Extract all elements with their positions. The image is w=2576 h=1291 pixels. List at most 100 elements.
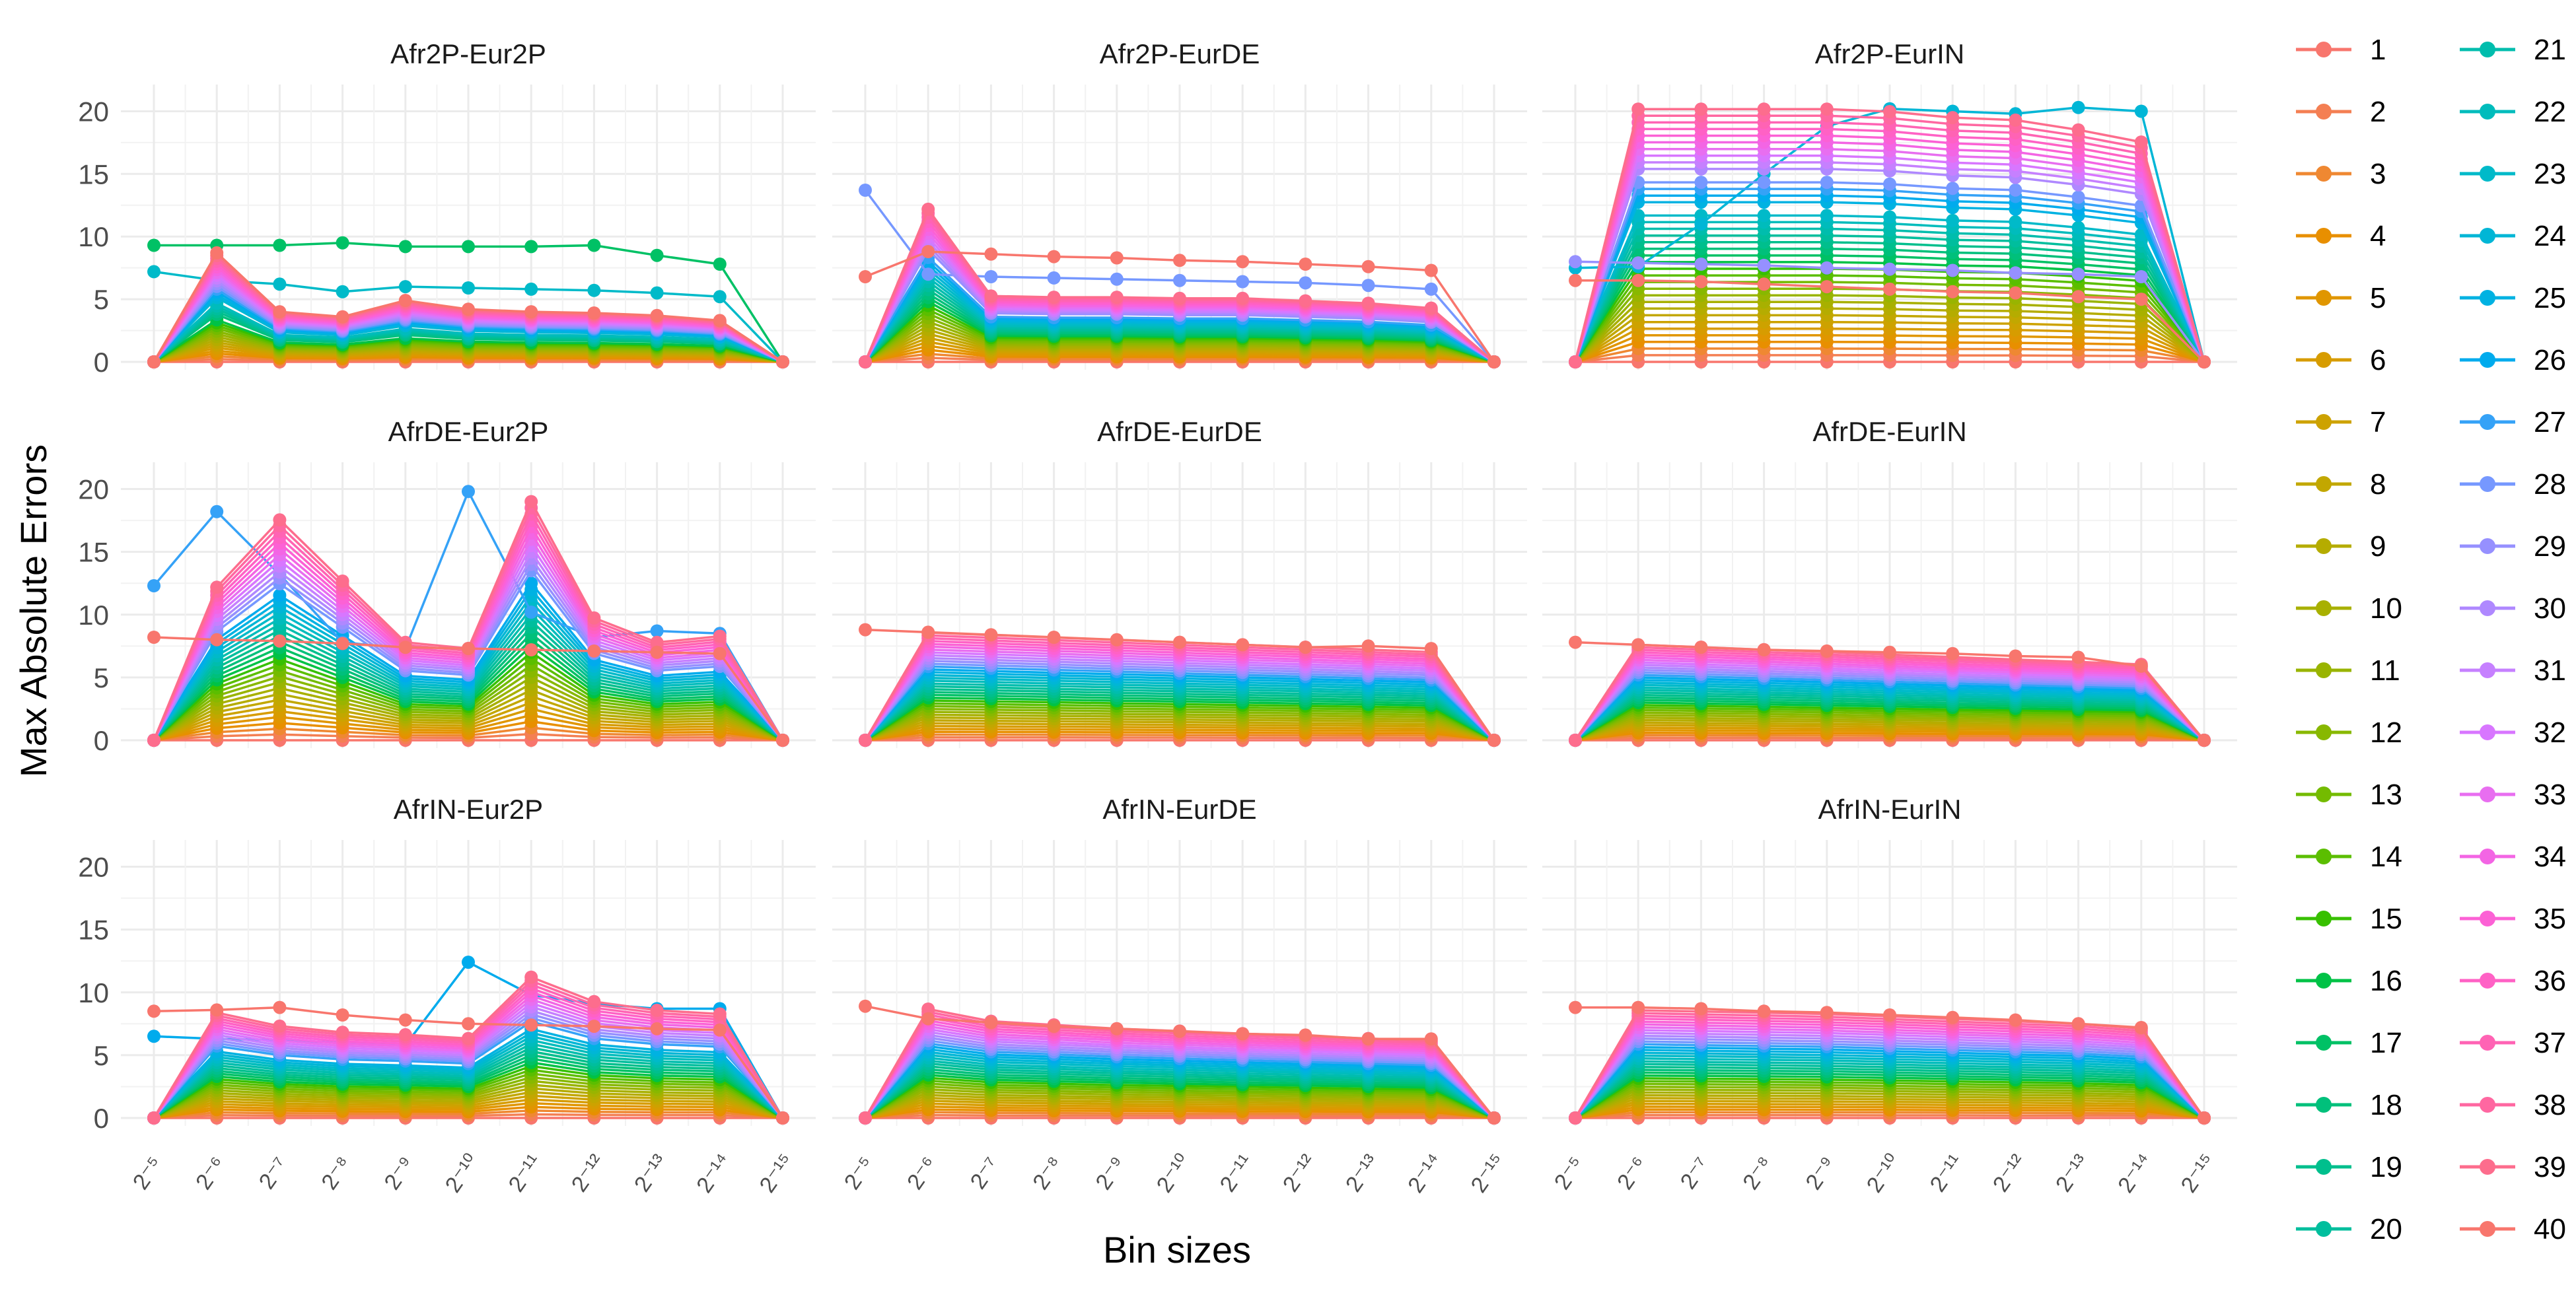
data-point xyxy=(1236,291,1250,305)
legend-label: 9 xyxy=(2370,530,2386,563)
data-point xyxy=(984,270,998,283)
y-tick-label: 10 xyxy=(78,221,109,252)
x-tick-label: 2⁻⁸ xyxy=(1028,1152,1067,1195)
legend-label: 15 xyxy=(2370,903,2402,935)
data-point xyxy=(2071,190,2085,204)
legend-item-9: 9 xyxy=(2296,530,2386,563)
data-point xyxy=(921,202,935,216)
legend-key-point xyxy=(2316,476,2332,492)
data-point xyxy=(1173,1024,1186,1038)
legend-key-point xyxy=(2480,166,2495,182)
data-point xyxy=(1757,258,1771,272)
legend-item-2: 2 xyxy=(2296,96,2386,128)
legend-item-4: 4 xyxy=(2296,220,2386,252)
legend-item-26: 26 xyxy=(2460,344,2566,376)
x-tick-label: 2⁻¹² xyxy=(1988,1150,2031,1197)
legend-item-22: 22 xyxy=(2460,96,2566,128)
y-tick-label: 15 xyxy=(78,915,109,946)
data-point xyxy=(1631,638,1645,652)
data-point xyxy=(462,642,475,656)
data-point xyxy=(2071,123,2085,137)
legend-label: 27 xyxy=(2534,406,2566,438)
data-point xyxy=(462,1031,475,1045)
data-point xyxy=(2071,267,2085,281)
legend-item-34: 34 xyxy=(2460,841,2566,873)
legend-label: 32 xyxy=(2534,716,2566,749)
legend-key-point xyxy=(2480,600,2495,616)
data-point xyxy=(524,282,538,296)
legend-item-14: 14 xyxy=(2296,841,2402,873)
data-point xyxy=(1694,258,1708,271)
y-tick-label: 5 xyxy=(94,284,109,315)
x-tick-label: 2⁻⁹ xyxy=(1091,1152,1131,1195)
legend-key-point xyxy=(2316,352,2332,368)
data-point xyxy=(336,637,349,650)
data-point xyxy=(859,184,872,197)
y-tick-label: 15 xyxy=(78,158,109,190)
legend-label: 23 xyxy=(2534,158,2566,190)
data-point xyxy=(2134,659,2148,673)
data-point xyxy=(524,970,538,984)
data-point xyxy=(2071,100,2085,114)
legend-label: 6 xyxy=(2370,344,2386,376)
data-point xyxy=(2134,270,2148,283)
legend-label: 35 xyxy=(2534,903,2566,935)
data-point xyxy=(2071,650,2085,664)
legend-key-point xyxy=(2480,476,2495,492)
x-tick-label: 2⁻⁵ xyxy=(128,1152,168,1195)
legend-label: 12 xyxy=(2370,716,2402,749)
y-tick-label: 20 xyxy=(78,474,109,505)
data-point xyxy=(713,1023,727,1037)
x-tick-label: 2⁻¹¹ xyxy=(504,1150,547,1197)
data-point xyxy=(2134,293,2148,306)
data-point xyxy=(776,734,789,747)
data-point xyxy=(1047,631,1061,644)
legend-item-27: 27 xyxy=(2460,406,2566,438)
x-axis-title: Bin sizes xyxy=(1103,1229,1251,1271)
x-tick-label: 2⁻⁵ xyxy=(1550,1152,1589,1195)
legend-key-point xyxy=(2480,662,2495,678)
data-point xyxy=(1047,250,1061,263)
data-point xyxy=(1424,282,1438,296)
y-tick-label: 5 xyxy=(94,662,109,693)
legend-label: 22 xyxy=(2534,96,2566,128)
y-tick-label: 20 xyxy=(78,96,109,127)
x-tick-label: 2⁻¹¹ xyxy=(1925,1150,1968,1197)
legend-label: 28 xyxy=(2534,468,2566,501)
legend-label: 39 xyxy=(2534,1151,2566,1183)
legend-item-37: 37 xyxy=(2460,1027,2566,1059)
legend-key-point xyxy=(2480,849,2495,864)
x-tick-label: 2⁻¹⁰ xyxy=(1152,1149,1196,1197)
data-point xyxy=(336,285,349,298)
data-point xyxy=(273,277,287,291)
data-point xyxy=(524,495,538,508)
legend-label: 21 xyxy=(2534,34,2566,66)
panel-title: AfrIN-Eur2P xyxy=(394,794,543,825)
data-point xyxy=(2134,1021,2148,1034)
legend-item-28: 28 xyxy=(2460,468,2566,501)
y-tick-label: 0 xyxy=(94,725,109,756)
panel-title: AfrDE-EurDE xyxy=(1097,416,1262,447)
data-point xyxy=(1883,210,1896,224)
data-point xyxy=(336,575,349,588)
data-point xyxy=(1946,646,1960,660)
data-point xyxy=(587,283,601,297)
legend-item-30: 30 xyxy=(2460,592,2566,625)
legend-label: 20 xyxy=(2370,1213,2402,1245)
legend-label: 25 xyxy=(2534,282,2566,314)
data-point xyxy=(210,1003,224,1017)
data-point xyxy=(1487,734,1501,747)
data-point xyxy=(650,286,664,300)
data-point xyxy=(713,629,727,643)
data-point xyxy=(587,238,601,252)
legend-label: 8 xyxy=(2370,468,2386,501)
data-point xyxy=(776,355,789,368)
data-point xyxy=(2009,215,2022,228)
data-point xyxy=(921,1012,935,1026)
data-point xyxy=(147,265,161,279)
data-point xyxy=(1694,102,1708,116)
data-point xyxy=(1299,276,1312,290)
legend-item-1: 1 xyxy=(2296,34,2386,66)
legend-item-16: 16 xyxy=(2296,965,2402,997)
legend-key-point xyxy=(2480,352,2495,368)
